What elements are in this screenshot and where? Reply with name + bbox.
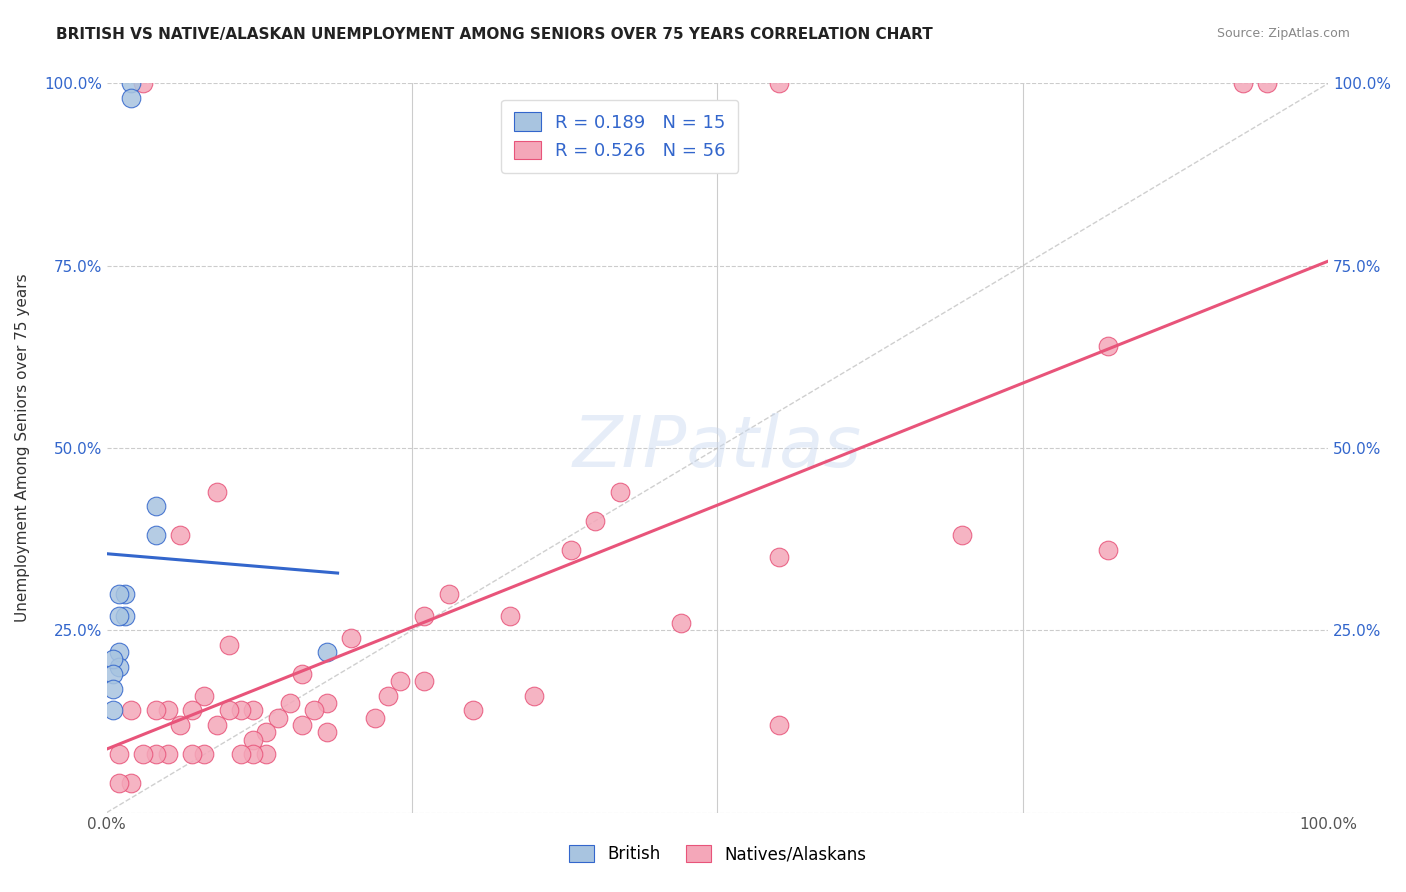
Point	[768, 77, 790, 91]
Point	[950, 528, 973, 542]
Text: ZIPatlas: ZIPatlas	[572, 414, 862, 483]
Point	[499, 608, 522, 623]
Point	[304, 703, 326, 717]
Point	[145, 500, 167, 514]
Point	[1256, 77, 1278, 91]
Point	[145, 747, 167, 762]
Point	[291, 718, 314, 732]
Point	[193, 689, 215, 703]
Point	[145, 528, 167, 542]
Point	[101, 681, 124, 696]
Point	[267, 711, 290, 725]
Point	[120, 776, 142, 790]
Point	[132, 77, 155, 91]
Point	[463, 703, 485, 717]
Point	[254, 747, 277, 762]
Point	[218, 638, 240, 652]
Point	[181, 703, 204, 717]
Point	[669, 615, 692, 630]
Point	[101, 703, 124, 717]
Point	[193, 747, 215, 762]
Y-axis label: Unemployment Among Seniors over 75 years: Unemployment Among Seniors over 75 years	[15, 274, 30, 623]
Point	[114, 608, 136, 623]
Point	[1097, 339, 1119, 353]
Point	[169, 528, 191, 542]
Point	[278, 696, 301, 710]
Point	[523, 689, 546, 703]
Point	[315, 645, 337, 659]
Point	[242, 703, 264, 717]
Point	[108, 587, 131, 601]
Point	[229, 747, 252, 762]
Point	[1097, 543, 1119, 558]
Legend: British, Natives/Alaskans: British, Natives/Alaskans	[562, 838, 873, 870]
Point	[583, 514, 606, 528]
Point	[242, 732, 264, 747]
Point	[291, 667, 314, 681]
Point	[120, 91, 142, 105]
Text: BRITISH VS NATIVE/ALASKAN UNEMPLOYMENT AMONG SENIORS OVER 75 YEARS CORRELATION C: BRITISH VS NATIVE/ALASKAN UNEMPLOYMENT A…	[56, 27, 934, 42]
Point	[377, 689, 399, 703]
Point	[560, 543, 582, 558]
Point	[340, 631, 363, 645]
Point	[768, 550, 790, 565]
Point	[101, 667, 124, 681]
Text: Source: ZipAtlas.com: Source: ZipAtlas.com	[1216, 27, 1350, 40]
Point	[609, 484, 631, 499]
Point	[242, 747, 264, 762]
Point	[205, 718, 228, 732]
Point	[413, 674, 436, 689]
Point	[114, 587, 136, 601]
Point	[156, 703, 179, 717]
Point	[364, 711, 387, 725]
Point	[229, 703, 252, 717]
Point	[1232, 77, 1254, 91]
Point	[156, 747, 179, 762]
Point	[768, 718, 790, 732]
Point	[101, 652, 124, 666]
Point	[108, 645, 131, 659]
Point	[108, 776, 131, 790]
Point	[218, 703, 240, 717]
Point	[108, 608, 131, 623]
Point	[120, 77, 142, 91]
Point	[108, 747, 131, 762]
Point	[315, 725, 337, 739]
Point	[120, 703, 142, 717]
Point	[132, 747, 155, 762]
Point	[437, 587, 460, 601]
Point	[388, 674, 411, 689]
Point	[205, 484, 228, 499]
Point	[413, 608, 436, 623]
Point	[181, 747, 204, 762]
Point	[254, 725, 277, 739]
Point	[145, 703, 167, 717]
Point	[108, 659, 131, 673]
Point	[169, 718, 191, 732]
Point	[315, 696, 337, 710]
